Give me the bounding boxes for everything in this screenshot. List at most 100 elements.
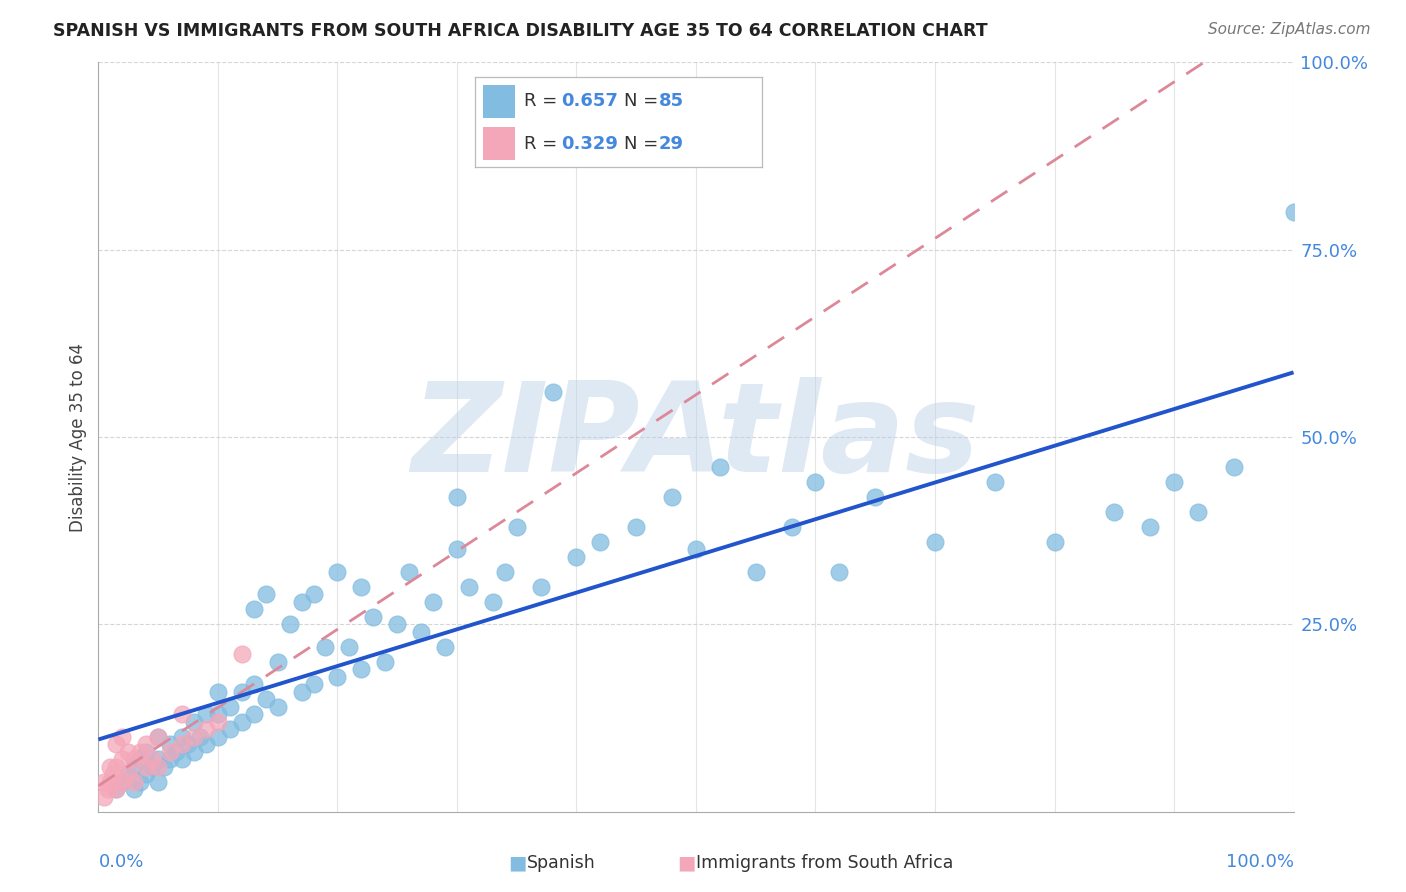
Point [243,707,266,722]
Point [506,520,529,534]
Point [93,789,115,804]
Point [254,587,277,601]
Text: SPANISH VS IMMIGRANTS FROM SOUTH AFRICA DISABILITY AGE 35 TO 64 CORRELATION CHAR: SPANISH VS IMMIGRANTS FROM SOUTH AFRICA … [53,22,988,40]
Point [111,730,134,744]
Point [1163,475,1185,489]
Point [207,714,229,729]
Point [207,707,229,722]
Point [231,685,253,699]
Point [148,730,170,744]
Point [93,774,115,789]
Point [458,580,481,594]
Point [541,385,564,400]
Point [207,730,229,744]
Point [494,565,516,579]
Point [177,737,200,751]
Point [626,520,648,534]
Point [1187,505,1209,519]
Point [172,737,194,751]
Point [124,782,146,797]
Point [98,760,122,774]
Text: Immigrants from South Africa: Immigrants from South Africa [696,855,953,872]
Point [165,745,187,759]
Point [1043,535,1066,549]
Point [685,542,707,557]
Point [129,774,152,789]
Point [661,490,683,504]
Point [98,774,122,789]
Point [117,767,139,781]
Point [135,767,157,781]
Y-axis label: Disability Age 35 to 64: Disability Age 35 to 64 [69,343,87,532]
Point [530,580,553,594]
Point [188,730,211,744]
Point [207,685,229,699]
Point [141,760,163,774]
Point [924,535,946,549]
Point [350,662,373,676]
Point [278,617,301,632]
Point [828,565,851,579]
Point [141,752,163,766]
Point [159,745,181,759]
Point [124,760,146,774]
Point [148,760,170,774]
Point [267,655,290,669]
Point [97,782,120,797]
Point [339,640,361,654]
Point [254,692,277,706]
Point [183,745,205,759]
Point [117,767,139,781]
Point [135,745,157,759]
Point [291,685,314,699]
Point [350,580,373,594]
Point [195,723,218,737]
Point [105,737,128,751]
Point [172,707,194,722]
Point [231,714,253,729]
Point [1282,205,1305,219]
Point [111,752,134,766]
Point [159,752,181,766]
Point [780,520,803,534]
Point [302,677,325,691]
Point [153,760,176,774]
Point [589,535,612,549]
Point [385,617,409,632]
Point [231,648,253,662]
Point [1139,520,1161,534]
Point [374,655,396,669]
Point [148,752,170,766]
Point [101,767,124,781]
Point [135,737,157,751]
Point [148,774,170,789]
Point [363,610,385,624]
Point [195,737,218,751]
Point [398,565,420,579]
Point [172,730,194,744]
Point [124,774,146,789]
Point [105,760,128,774]
Point [172,752,194,766]
Point [117,745,139,759]
Point [745,565,768,579]
Point [219,699,242,714]
Point [148,730,170,744]
Point [326,565,349,579]
Point [159,737,181,751]
Point [326,670,349,684]
Point [865,490,887,504]
Point [195,707,218,722]
Point [1104,505,1126,519]
Point [411,624,433,639]
Text: ZIPAtlas: ZIPAtlas [412,376,980,498]
Point [804,475,827,489]
Point [302,587,325,601]
Point [135,760,157,774]
Point [105,782,128,797]
Point [111,774,134,789]
Text: Source: ZipAtlas.com: Source: ZipAtlas.com [1208,22,1371,37]
Point [219,723,242,737]
Text: ■: ■ [676,854,696,872]
Point [481,595,505,609]
